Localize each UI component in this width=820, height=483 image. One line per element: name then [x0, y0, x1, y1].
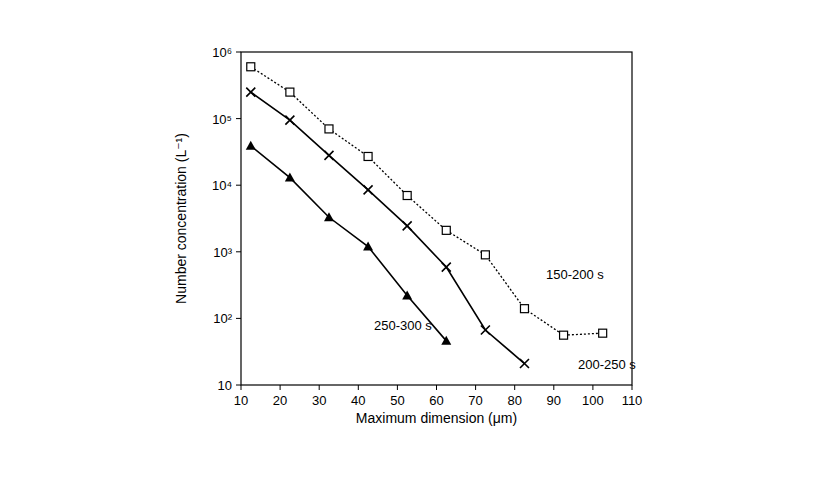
series-label: 250-300 s	[374, 318, 432, 333]
data-point	[402, 291, 412, 300]
y-tick-label: 10²	[213, 311, 232, 326]
series	[247, 63, 607, 339]
chart: 10 20 30 40 50 60 70 80 90 100 110 10 10² 10³ 10⁴ 10⁵ 10…	[0, 0, 820, 483]
x-tick	[632, 385, 633, 390]
data-point	[246, 141, 256, 150]
y-tick-label: 10⁵	[212, 112, 232, 127]
y-tick	[236, 118, 241, 119]
data-point	[520, 359, 529, 368]
data-point	[363, 242, 373, 251]
x-tick	[397, 385, 398, 390]
x-tick	[241, 385, 242, 390]
data-point	[324, 212, 334, 221]
y-tick	[236, 385, 241, 386]
y-axis-label: Number concentration (L⁻¹)	[173, 133, 189, 304]
y-tick	[236, 318, 241, 319]
background	[0, 0, 820, 483]
data-point	[247, 63, 255, 71]
x-tick-label: 100	[582, 393, 604, 408]
y-tick-label: 10⁴	[212, 178, 232, 193]
x-tick	[319, 385, 320, 390]
data-point	[481, 325, 490, 334]
data-point	[442, 263, 451, 272]
x-tick-label: 20	[273, 393, 287, 408]
data-point	[403, 192, 411, 200]
x-tick	[553, 385, 554, 390]
x-tick-label: 40	[351, 393, 365, 408]
data-point	[520, 305, 528, 313]
x-tick	[280, 385, 281, 390]
x-tick	[514, 385, 515, 390]
x-tick-label: 80	[507, 393, 521, 408]
x-tick-label: 30	[312, 393, 326, 408]
series	[246, 88, 529, 368]
data-point	[364, 185, 373, 194]
ticks: 10 20 30 40 50 60 70 80 90 100 110 10 10² 10³ 10⁴ 10⁵ 10…	[212, 45, 642, 408]
x-tick	[475, 385, 476, 390]
data-point	[442, 226, 450, 234]
x-tick	[436, 385, 437, 390]
x-tick-label: 90	[547, 393, 561, 408]
x-tick-label: 50	[390, 393, 404, 408]
data-point	[246, 88, 255, 97]
y-tick	[236, 251, 241, 252]
data-point	[325, 125, 333, 133]
data-point	[285, 173, 295, 182]
data-point	[403, 221, 412, 230]
data-point	[599, 329, 607, 337]
series-line	[251, 146, 447, 341]
x-tick	[592, 385, 593, 390]
x-tick	[358, 385, 359, 390]
series	[246, 141, 452, 345]
data-point	[285, 116, 294, 125]
y-tick-label: 10³	[213, 245, 232, 260]
series-line	[251, 92, 525, 363]
x-tick-label: 10	[234, 393, 248, 408]
series-line	[251, 67, 603, 335]
x-tick-label: 110	[622, 393, 643, 408]
data-point	[324, 151, 333, 160]
x-tick-label: 60	[429, 393, 443, 408]
y-tick-label: 10⁶	[212, 45, 232, 60]
data-point	[441, 336, 451, 345]
data-point	[481, 251, 489, 259]
x-axis-label: Maximum dimension (μm)	[356, 410, 517, 426]
x-tick-label: 70	[468, 393, 482, 408]
data-point	[364, 152, 372, 160]
y-tick	[236, 52, 241, 53]
plot-frame	[241, 52, 632, 385]
plot-area	[246, 63, 607, 368]
y-tick	[236, 185, 241, 186]
data-point	[560, 331, 568, 339]
data-point	[286, 88, 294, 96]
series-label: 150-200 s	[546, 267, 604, 282]
y-tick-label: 10	[218, 378, 232, 393]
series-label: 200-250 s	[578, 357, 636, 372]
